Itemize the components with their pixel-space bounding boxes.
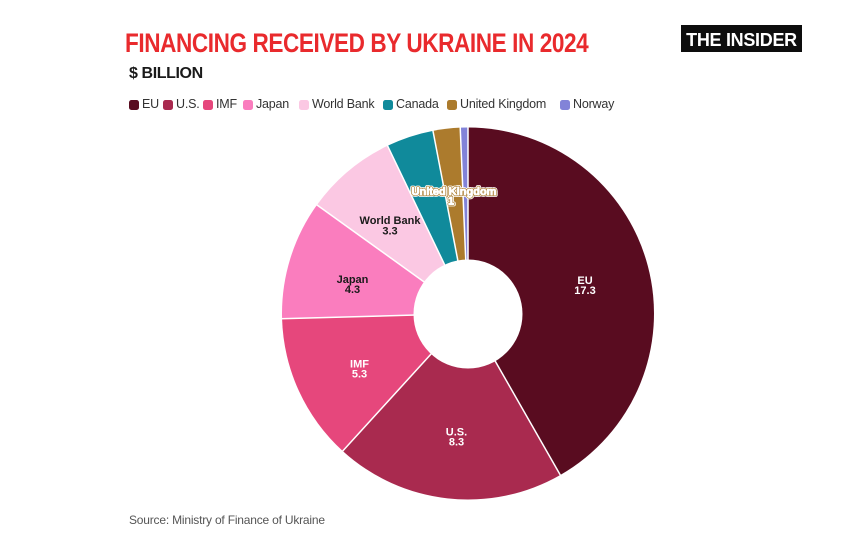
svg-text:U.S.8.3: U.S. 8.3: [446, 427, 467, 449]
